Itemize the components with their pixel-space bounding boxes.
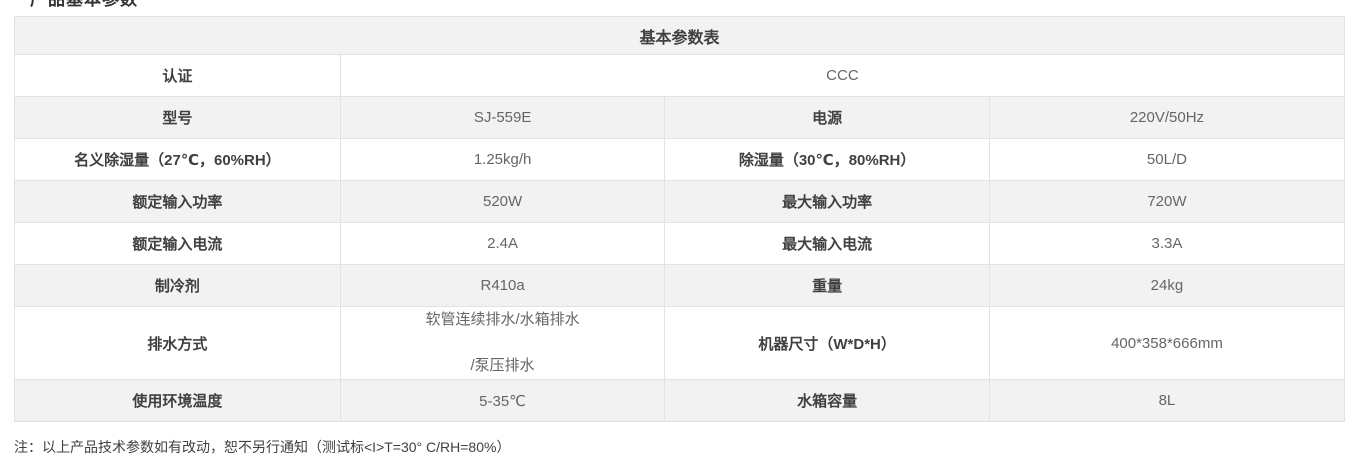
table-title-row: 基本参数表 — [14, 16, 1345, 55]
table-row: 制冷剂 R410a 重量 24kg — [14, 264, 1346, 307]
param-value-cell: 50L/D — [988, 138, 1346, 181]
param-value-cell: 3.3A — [988, 222, 1346, 265]
param-value-cell: 8L — [988, 379, 1346, 422]
param-label-cell: 最大输入功率 — [664, 180, 990, 223]
param-value-cell: 520W — [339, 180, 666, 223]
param-label-cell: 水箱容量 — [664, 379, 990, 422]
table-row: 使用环境温度 5-35℃ 水箱容量 8L — [14, 379, 1346, 422]
param-label-cell: 除湿量（30℃，80%RH） — [664, 138, 990, 181]
param-label-cell: 最大输入电流 — [664, 222, 990, 265]
param-value-cell: 软管连续排水/水箱排水/泵压排水 — [339, 306, 666, 380]
param-label-cell: 机器尺寸（W*D*H） — [664, 306, 990, 380]
param-value-cell: CCC — [339, 54, 1346, 97]
basic-params-table: 基本参数表 认证 CCC 型号 SJ-559E 电源 220V/50Hz 名义除湿量（27℃… — [14, 16, 1346, 422]
table-row: 认证 CCC — [14, 54, 1346, 97]
param-label-cell: 型号 — [14, 96, 341, 139]
param-value-line: 软管连续排水/水箱排水 — [425, 311, 580, 328]
table-row: 名义除湿量（27℃，60%RH） 1.25kg/h 除湿量（30℃，80%RH） 50… — [14, 138, 1346, 181]
param-value-cell: R410a — [339, 264, 666, 307]
footnote-text: 注：以上产品技术参数如有改动，恕不另行通知（测试标<I>T=30° C/RH=8… — [14, 439, 511, 455]
param-label-cell: 使用环境温度 — [14, 379, 341, 422]
param-label-cell: 名义除湿量（27℃，60%RH） — [14, 138, 341, 181]
param-value-cell: 720W — [988, 180, 1346, 223]
param-value-cell: 1.25kg/h — [339, 138, 666, 181]
param-value-cell: 24kg — [988, 264, 1346, 307]
clipped-page-heading: 产品基本参数 — [30, 0, 138, 10]
param-label-cell: 制冷剂 — [14, 264, 341, 307]
table-row: 额定输入电流 2.4A 最大输入电流 3.3A — [14, 222, 1346, 265]
param-value-cell: 5-35℃ — [339, 379, 666, 422]
param-label-cell: 认证 — [14, 54, 341, 97]
param-label-cell: 排水方式 — [14, 306, 341, 380]
param-label-cell: 额定输入功率 — [14, 180, 341, 223]
param-label-cell: 重量 — [664, 264, 990, 307]
basic-params-table-head: 基本参数表 — [14, 16, 1345, 55]
param-value-cell: 400*358*666mm — [988, 306, 1346, 380]
param-label-cell: 额定输入电流 — [14, 222, 341, 265]
param-value-cell: 2.4A — [339, 222, 666, 265]
table-row: 额定输入功率 520W 最大输入功率 720W — [14, 180, 1346, 223]
basic-params-table-body: 认证 CCC 型号 SJ-559E 电源 220V/50Hz 名义除湿量（27℃，60%RH… — [14, 54, 1346, 422]
param-value-line: /泵压排水 — [470, 357, 535, 374]
table-row: 排水方式 软管连续排水/水箱排水/泵压排水 机器尺寸（W*D*H） 400*358*6… — [14, 306, 1346, 380]
param-value-cell: SJ-559E — [339, 96, 666, 139]
table-row: 型号 SJ-559E 电源 220V/50Hz — [14, 96, 1346, 139]
param-label-cell: 电源 — [664, 96, 990, 139]
table-title: 基本参数表 — [14, 16, 1345, 55]
basic-params-table-container: 基本参数表 认证 CCC 型号 SJ-559E 电源 220V/50Hz 名义除湿量（27℃… — [14, 16, 1346, 422]
param-value-cell: 220V/50Hz — [988, 96, 1346, 139]
